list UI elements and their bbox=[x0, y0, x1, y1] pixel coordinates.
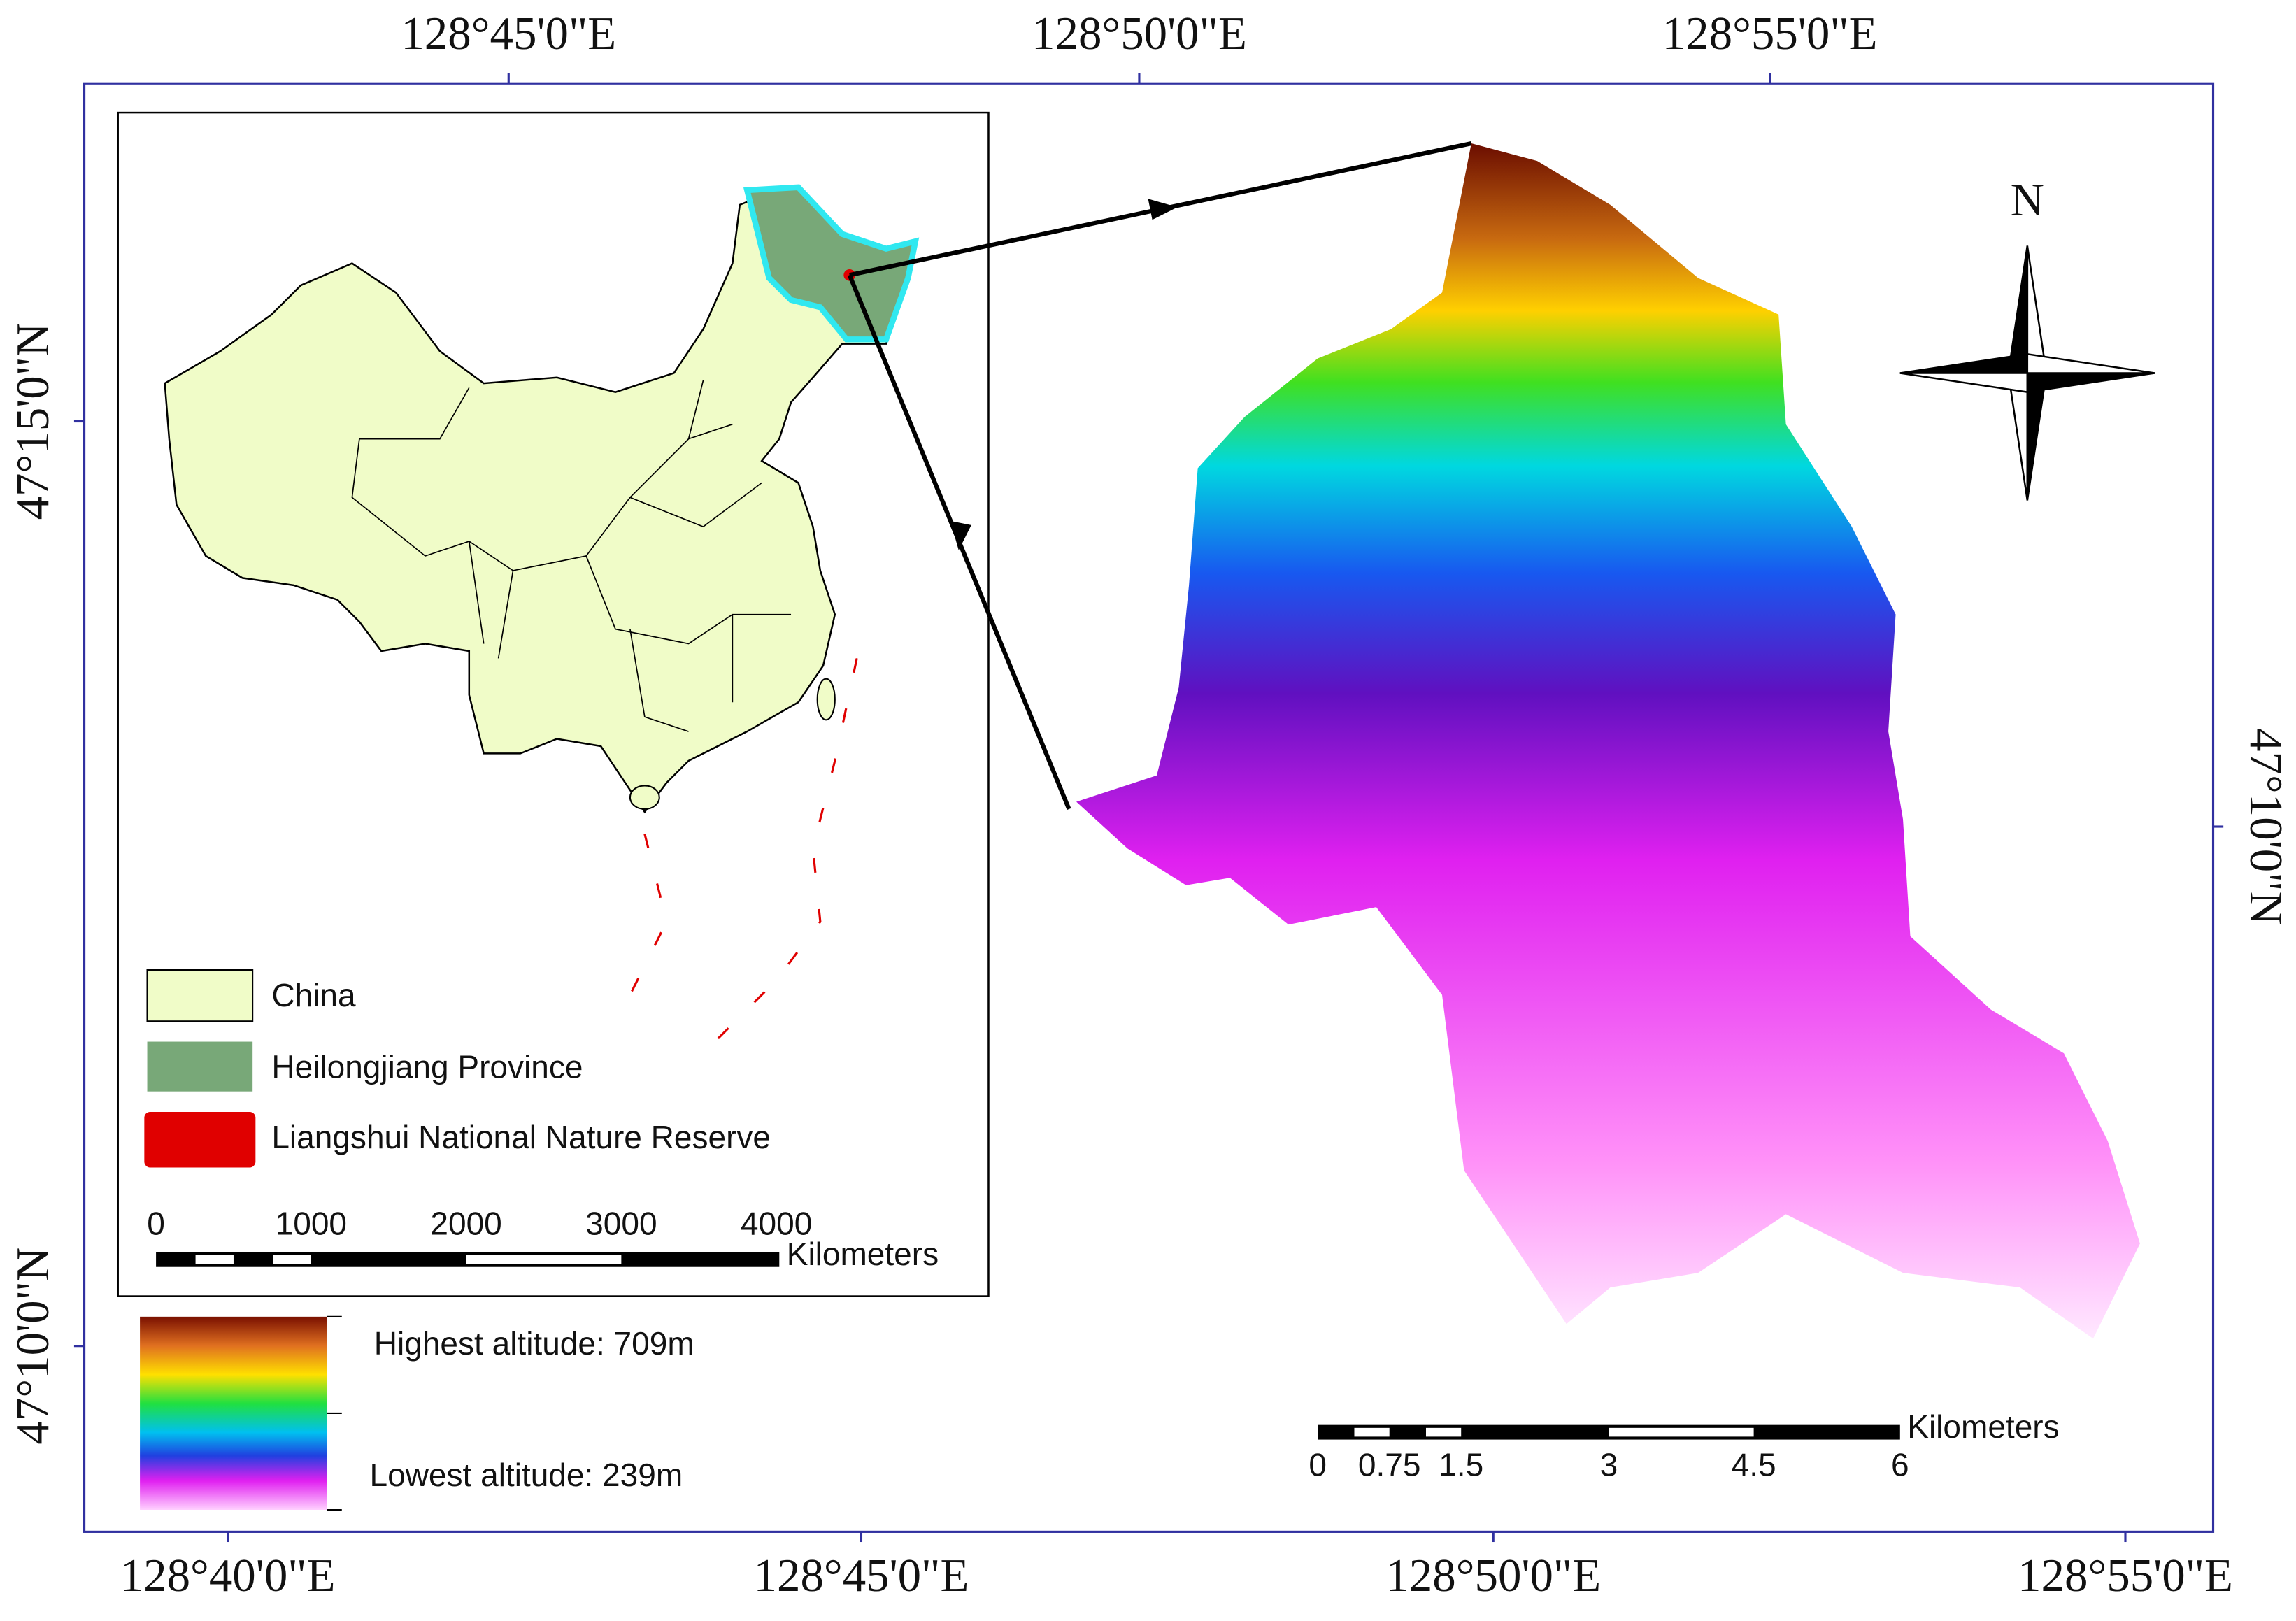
legend-swatch bbox=[147, 1041, 253, 1092]
scale-unit: Kilometers bbox=[787, 1236, 939, 1272]
top-label: 128°55'0"E bbox=[1662, 8, 1878, 59]
scale-label: 4.5 bbox=[1732, 1446, 1776, 1483]
top-label: 128°45'0"E bbox=[401, 8, 616, 59]
inset-scale-bar bbox=[156, 1252, 780, 1267]
scale-label: 0 bbox=[147, 1205, 165, 1241]
bottom-label: 128°45'0"E bbox=[754, 1550, 969, 1601]
bottom-label: 128°40'0"E bbox=[120, 1550, 336, 1601]
frame-ticks bbox=[73, 73, 2224, 1543]
scale-label: 6 bbox=[1891, 1446, 1909, 1483]
province-borders bbox=[351, 380, 792, 732]
china-outline bbox=[164, 189, 909, 814]
scale-label: 1000 bbox=[276, 1205, 347, 1241]
scale-bar bbox=[1318, 1424, 1900, 1440]
hainan bbox=[629, 785, 660, 810]
taiwan bbox=[816, 678, 836, 721]
top-label: 128°50'0"E bbox=[1032, 8, 1247, 59]
dem-region bbox=[1076, 143, 2140, 1339]
scale-unit: Kilometers bbox=[1907, 1408, 2059, 1445]
scale-label: 0.75 bbox=[1358, 1446, 1421, 1483]
scale-label: 4000 bbox=[741, 1205, 812, 1241]
north-arrow bbox=[1899, 245, 2155, 501]
bottom-label: 128°50'0"E bbox=[1385, 1550, 1601, 1601]
legend-label: Liangshui National Nature Reserve bbox=[271, 1119, 771, 1155]
left-label: 47°15'0"N bbox=[7, 323, 59, 520]
north-label: N bbox=[2011, 174, 2044, 226]
map-frame bbox=[83, 82, 2215, 1533]
legend-label: China bbox=[271, 977, 356, 1013]
elevation-ramp bbox=[140, 1316, 327, 1511]
scale-label: 0 bbox=[1309, 1446, 1327, 1483]
scale-label: 1.5 bbox=[1439, 1446, 1483, 1483]
right-label: 47°10'0"N bbox=[2240, 728, 2292, 925]
elevation-low: Lowest altitude: 239m bbox=[370, 1457, 683, 1493]
left-label: 47°10'0"N bbox=[7, 1248, 59, 1445]
legend-label: Heilongjiang Province bbox=[271, 1048, 583, 1085]
legend-swatch bbox=[146, 969, 254, 1022]
elevation-high: Highest altitude: 709m bbox=[374, 1325, 694, 1362]
scale-label: 2000 bbox=[430, 1205, 501, 1241]
zoom-arrows bbox=[847, 141, 1472, 810]
ramp-ticks bbox=[327, 1315, 342, 1511]
scale-label: 3 bbox=[1600, 1446, 1618, 1483]
scale-label: 3000 bbox=[585, 1205, 657, 1241]
legend-swatch bbox=[144, 1111, 256, 1168]
bottom-label: 128°55'0"E bbox=[2018, 1550, 2233, 1601]
heilongjiang bbox=[743, 184, 920, 343]
